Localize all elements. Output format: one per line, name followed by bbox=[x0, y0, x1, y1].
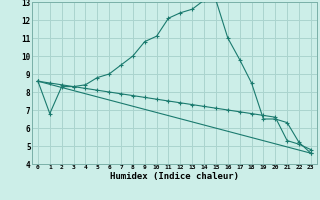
X-axis label: Humidex (Indice chaleur): Humidex (Indice chaleur) bbox=[110, 172, 239, 181]
